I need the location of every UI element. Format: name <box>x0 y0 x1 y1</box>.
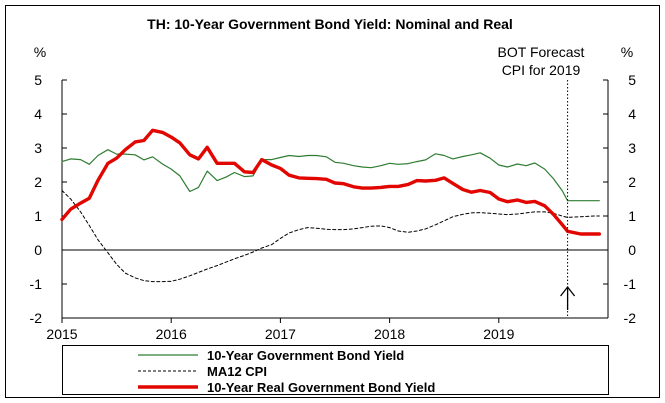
forecast-label-line2: CPI for 2019 <box>502 62 581 78</box>
y-tick-label-left: 0 <box>34 242 42 258</box>
y-tick-label-left: -2 <box>30 310 43 326</box>
series-lines <box>60 128 601 283</box>
x-tick-label: 2015 <box>46 326 77 342</box>
right-axis-unit: % <box>621 44 633 60</box>
left-axis-unit: % <box>34 44 46 60</box>
legend-box <box>62 345 609 395</box>
y-tick-label-right: 1 <box>628 208 636 224</box>
forecast-arrow-icon <box>560 285 576 297</box>
ma12-cpi-line <box>61 190 600 283</box>
forecast-annotation: BOT Forecast CPI for 2019 <box>498 44 585 318</box>
legend-label-nominal: 10-Year Government Bond Yield <box>207 348 404 363</box>
legend: 10-Year Government Bond Yield MA12 CPI 1… <box>62 345 609 395</box>
y-tick-label-left: 2 <box>34 174 42 190</box>
y-tick-label-right: 3 <box>628 140 636 156</box>
forecast-label-line1: BOT Forecast <box>498 44 585 60</box>
axis-ticks: -2 -2 -1 -1 0 0 1 1 2 2 3 3 4 4 5 5 2015 2016 2017 2018 2019 <box>30 72 637 342</box>
y-tick-label-left: 3 <box>34 140 42 156</box>
x-tick-label: 2018 <box>374 326 405 342</box>
y-tick-label-right: 0 <box>628 242 636 258</box>
real-yield-line <box>60 128 601 236</box>
x-tick-label: 2016 <box>156 326 187 342</box>
y-tick-label-left: 5 <box>34 72 42 88</box>
chart-title: TH: 10-Year Government Bond Yield: Nomin… <box>147 16 513 32</box>
chart-frame <box>5 5 660 398</box>
x-tick-label: 2017 <box>265 326 296 342</box>
y-tick-label-left: 4 <box>34 106 42 122</box>
nominal-yield-line <box>61 149 600 202</box>
legend-label-real: 10-Year Real Government Bond Yield <box>207 380 435 395</box>
y-tick-label-left: 1 <box>34 208 42 224</box>
y-tick-label-right: 4 <box>628 106 636 122</box>
y-tick-label-right: -2 <box>624 310 637 326</box>
y-tick-label-right: -1 <box>624 276 637 292</box>
x-tick-label: 2019 <box>483 326 514 342</box>
y-tick-label-left: -1 <box>30 276 43 292</box>
legend-label-cpi: MA12 CPI <box>207 364 267 379</box>
y-tick-label-right: 2 <box>628 174 636 190</box>
y-tick-label-right: 5 <box>628 72 636 88</box>
